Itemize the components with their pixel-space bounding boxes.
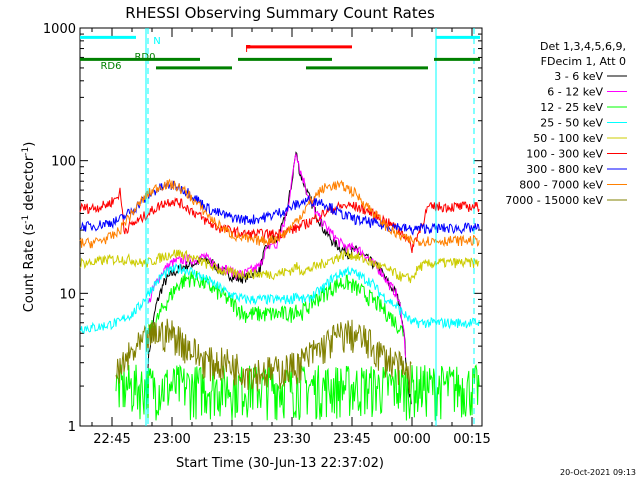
legend: Det 1,3,4,5,6,9, FDecim 1, Att 0 3 - 6 keV… xyxy=(505,40,627,207)
series-line-12-25-kev-baseline xyxy=(116,365,479,421)
x-tick-label: 00:15 xyxy=(453,432,490,447)
annotation-label-rd0: RD0 xyxy=(134,52,155,63)
legend-entry-label: 6 - 12 keV xyxy=(547,86,603,99)
x-axis-label: Start Time (30-Jun-13 22:37:02) xyxy=(176,456,384,471)
x-tick-label: 23:00 xyxy=(153,432,190,447)
annotation-label-rd6: RD6 xyxy=(100,61,121,72)
y-axis-label: Count Rate (s-1 detector-1) xyxy=(21,142,37,313)
legend-entry-label: 300 - 800 keV xyxy=(526,163,603,176)
legend-entry-label: 3 - 6 keV xyxy=(554,70,603,83)
legend-entry-label: 100 - 300 keV xyxy=(526,148,603,161)
annotation-layer: N F RD0 RD6 xyxy=(80,36,480,72)
legend-entry-label: 12 - 25 keV xyxy=(540,101,603,114)
y-tick-label: 100 xyxy=(51,155,76,170)
annotation-label-n: N xyxy=(153,36,160,47)
y-tick-label: 1 xyxy=(68,420,76,435)
timestamp: 20-Oct-2021 09:13 xyxy=(560,468,636,477)
count-rate-chart: RHESSI Observing Summary Count Rates Sta… xyxy=(0,0,640,480)
series-line-800-7000-kev xyxy=(80,180,479,248)
series-line-300-800-kev xyxy=(80,181,479,235)
legend-header: Det 1,3,4,5,6,9, xyxy=(540,40,626,53)
x-tick-label: 23:45 xyxy=(333,432,370,447)
legend-header: FDecim 1, Att 0 xyxy=(541,55,626,68)
legend-entry-label: 7000 - 15000 keV xyxy=(505,194,603,207)
annotation-label-f: F xyxy=(245,44,251,55)
x-tick-label: 23:30 xyxy=(273,432,310,447)
series-line-50-100-kev xyxy=(80,249,479,284)
legend-entry-label: 800 - 7000 keV xyxy=(519,179,603,192)
x-tick-label: 22:45 xyxy=(93,432,130,447)
x-tick-label: 00:00 xyxy=(393,432,430,447)
chart-title: RHESSI Observing Summary Count Rates xyxy=(125,4,435,22)
legend-entry-label: 25 - 50 keV xyxy=(540,117,603,130)
legend-entry-label: 50 - 100 keV xyxy=(533,132,603,145)
series-layer xyxy=(80,153,479,421)
y-tick-label: 1000 xyxy=(43,22,76,37)
x-tick-label: 23:15 xyxy=(213,432,250,447)
y-tick-label: 10 xyxy=(59,287,76,302)
